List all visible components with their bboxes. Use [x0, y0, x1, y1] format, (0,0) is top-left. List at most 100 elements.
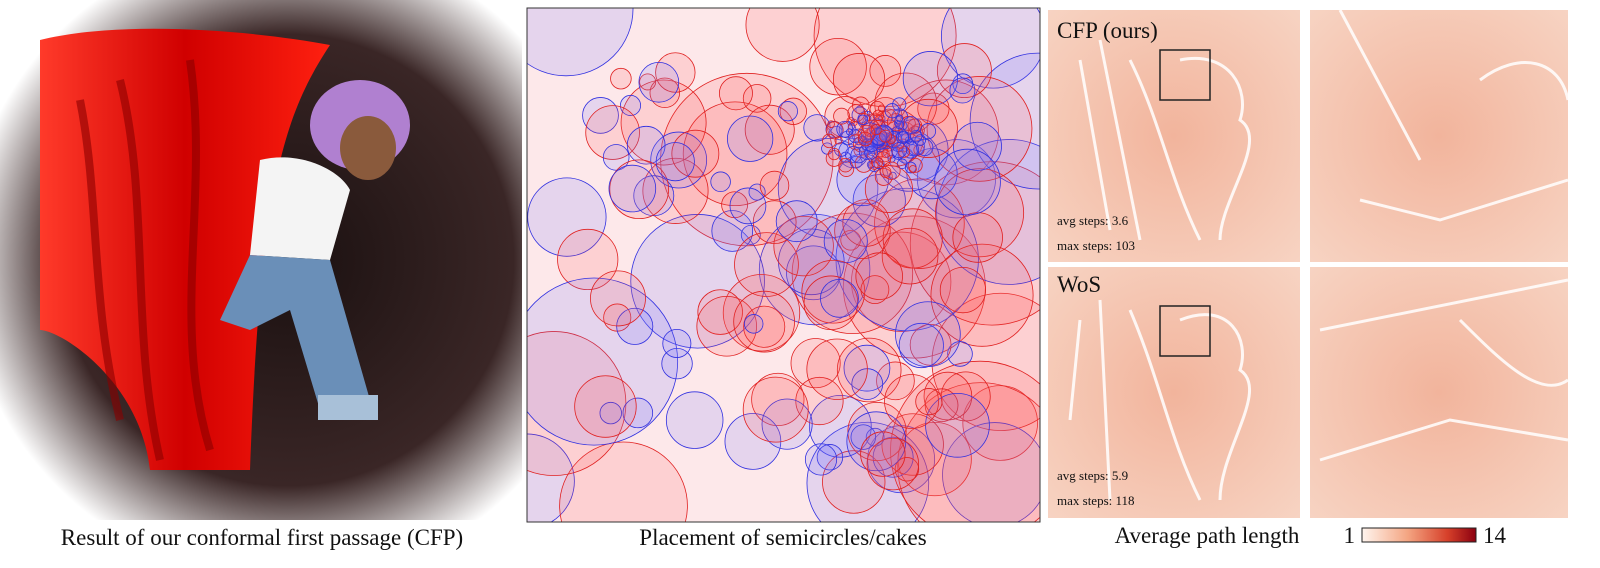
zoom-box	[1159, 305, 1211, 357]
circle	[622, 397, 654, 429]
inset-stat: avg steps: 3.6	[1057, 213, 1129, 228]
circle	[936, 43, 992, 99]
circle	[860, 431, 906, 477]
circle	[795, 376, 844, 426]
circle	[835, 187, 979, 332]
circle	[857, 131, 873, 147]
circle	[557, 228, 619, 291]
jeans	[220, 255, 370, 410]
circle	[742, 84, 772, 113]
inset-stat: max steps: 118	[1057, 493, 1135, 508]
circle	[697, 289, 743, 335]
circle	[881, 227, 939, 285]
circle	[710, 171, 731, 193]
circle	[638, 62, 680, 103]
circle	[711, 210, 754, 252]
zoom-box	[1159, 49, 1211, 101]
circle	[902, 116, 920, 134]
circle	[898, 322, 944, 369]
circle	[616, 307, 654, 345]
inset-stat: avg steps: 5.9	[1057, 468, 1128, 483]
circle	[734, 232, 799, 297]
circle	[953, 121, 1002, 171]
colorbar	[1361, 527, 1477, 543]
circle	[527, 177, 607, 257]
circle	[609, 159, 670, 220]
circle	[809, 37, 867, 96]
circle	[639, 73, 657, 91]
circle	[827, 120, 835, 128]
zoom-cfp	[1310, 10, 1568, 262]
circle	[897, 131, 910, 143]
circle	[733, 290, 795, 353]
circle	[891, 142, 908, 159]
circle	[851, 231, 952, 332]
circle	[850, 146, 867, 164]
circle	[743, 305, 786, 348]
circle	[874, 178, 965, 269]
circle	[857, 124, 876, 143]
shirt	[250, 157, 350, 260]
circle	[649, 77, 681, 109]
colorbar-max: 14	[1483, 523, 1507, 548]
circle	[777, 101, 798, 122]
circle	[864, 164, 913, 213]
zoom-wos	[1310, 267, 1568, 518]
circle	[655, 52, 696, 93]
circle	[864, 145, 878, 160]
caption: Result of our conformal first passage (C…	[61, 525, 463, 550]
circle	[915, 388, 943, 416]
circle	[872, 436, 914, 478]
circle	[752, 200, 797, 245]
circle	[727, 115, 774, 162]
circle	[857, 114, 868, 126]
face	[340, 116, 396, 180]
circle	[879, 129, 892, 143]
circle	[916, 138, 934, 157]
circle	[775, 200, 818, 243]
circle	[748, 183, 766, 201]
circle	[838, 157, 853, 173]
circle	[574, 375, 637, 438]
panel-frame	[526, 7, 1041, 523]
circle	[847, 401, 907, 462]
circle	[952, 212, 1003, 263]
circle	[759, 170, 790, 201]
circle	[881, 413, 944, 476]
circle	[671, 129, 720, 178]
circle	[882, 161, 901, 180]
circle	[761, 398, 813, 450]
circle	[718, 76, 753, 111]
circle	[842, 199, 890, 247]
circle	[610, 67, 632, 90]
circle	[822, 133, 837, 149]
curtain-folds	[76, 59, 214, 461]
circle	[838, 137, 869, 169]
circle	[559, 441, 688, 522]
circle	[833, 107, 850, 125]
circle	[843, 344, 891, 392]
circle	[852, 174, 906, 228]
inset-label: CFP (ours)	[1057, 18, 1158, 43]
circle	[619, 94, 642, 116]
circle	[834, 202, 891, 260]
caption: Average path length	[1115, 523, 1300, 548]
circle	[608, 164, 657, 213]
circle	[662, 328, 692, 358]
circle	[773, 215, 834, 277]
circle	[599, 401, 622, 425]
circle	[758, 213, 871, 326]
circle	[729, 187, 767, 225]
circle	[926, 76, 1033, 182]
circle	[804, 443, 838, 476]
circle-field	[527, 8, 1040, 522]
circle	[585, 105, 640, 160]
circle	[822, 450, 886, 514]
circle	[801, 259, 866, 324]
circle	[661, 347, 693, 380]
circle	[942, 422, 1040, 522]
boundary-lines	[1068, 9, 1570, 501]
circle	[745, 8, 820, 62]
